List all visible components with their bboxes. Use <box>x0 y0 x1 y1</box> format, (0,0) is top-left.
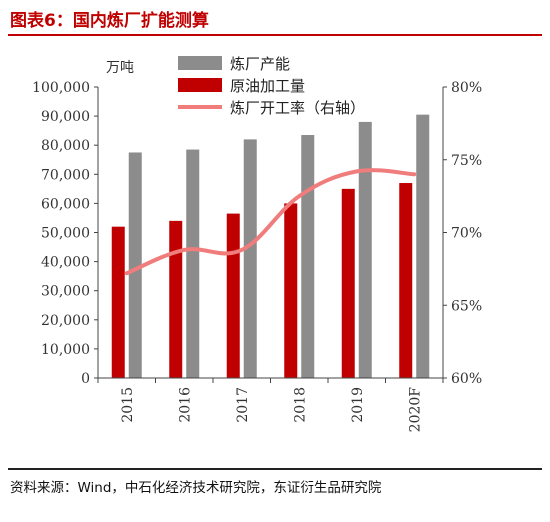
x-tick-label-2015: 2015 <box>120 387 136 423</box>
throughput-bar-2017 <box>226 213 240 378</box>
left-tick-label: 70,000 <box>41 167 90 183</box>
x-tick-label-2016: 2016 <box>177 387 193 423</box>
refining-capacity-chart: 0 10,000 20,000 30,000 40,000 50,000 60,000 70,… <box>32 55 482 433</box>
throughput-bar-2015 <box>111 226 125 378</box>
throughput-bar-2016 <box>169 220 183 378</box>
x-tick-label-2018: 2018 <box>292 387 308 423</box>
capacity-bars <box>128 114 430 379</box>
right-axis-ticks: 60% 65% 70% 75% 80% <box>443 80 482 387</box>
left-tick-label: 80,000 <box>41 138 90 154</box>
left-tick-label: 40,000 <box>41 255 90 271</box>
title-divider <box>8 34 542 36</box>
right-tick-label: 80% <box>451 80 482 96</box>
right-tick-label: 75% <box>451 153 482 169</box>
legend-label: 炼厂开工率（右轴） <box>230 99 365 117</box>
left-tick-label: 60,000 <box>41 196 90 212</box>
capacity-bar-2019 <box>358 121 372 379</box>
source-divider <box>8 468 542 470</box>
throughput-bar-2019 <box>341 188 355 378</box>
x-tick-label-2017: 2017 <box>235 387 251 423</box>
throughput-bar-2018 <box>284 203 298 378</box>
right-tick-label: 60% <box>451 371 482 387</box>
x-tick-label-2020F: 2020F <box>407 387 423 433</box>
right-tick-label: 65% <box>451 298 482 314</box>
legend-swatch-capacity <box>178 56 222 70</box>
source-note: 资料来源：Wind，中石化经济技术研究院，东证衍生品研究院 <box>10 480 382 496</box>
capacity-bar-2018 <box>301 135 315 378</box>
throughput-bar-2020F <box>399 183 413 378</box>
x-tick-label-2019: 2019 <box>350 387 366 423</box>
capacity-bar-2020F <box>416 114 430 379</box>
throughput-bars <box>111 183 413 378</box>
left-tick-label: 0 <box>81 371 90 387</box>
capacity-bar-2017 <box>243 139 257 378</box>
left-tick-label: 20,000 <box>41 313 90 329</box>
left-axis-ticks: 0 10,000 20,000 30,000 40,000 50,000 60,000 70,… <box>32 80 98 387</box>
left-axis-unit: 万吨 <box>106 60 134 76</box>
chart-axes <box>97 87 444 383</box>
utilization-series-line <box>124 168 417 276</box>
left-tick-label: 30,000 <box>41 284 90 300</box>
figure-title: 图表6：国内炼厂扩能测算 <box>10 11 209 31</box>
utilization-line <box>124 168 417 276</box>
legend-swatch-throughput <box>178 78 222 92</box>
left-tick-label: 100,000 <box>32 80 90 96</box>
left-tick-label: 10,000 <box>41 342 90 358</box>
left-tick-label: 50,000 <box>41 226 90 242</box>
right-tick-label: 70% <box>451 226 482 242</box>
capacity-bar-2016 <box>186 149 200 378</box>
legend-label: 炼厂产能 <box>230 55 290 73</box>
left-tick-label: 90,000 <box>41 109 90 125</box>
x-axis-ticks: 2015 2016 2017 2018 2019 2020F <box>120 387 424 433</box>
capacity-bar-2015 <box>128 152 142 378</box>
legend-label: 原油加工量 <box>230 77 305 95</box>
